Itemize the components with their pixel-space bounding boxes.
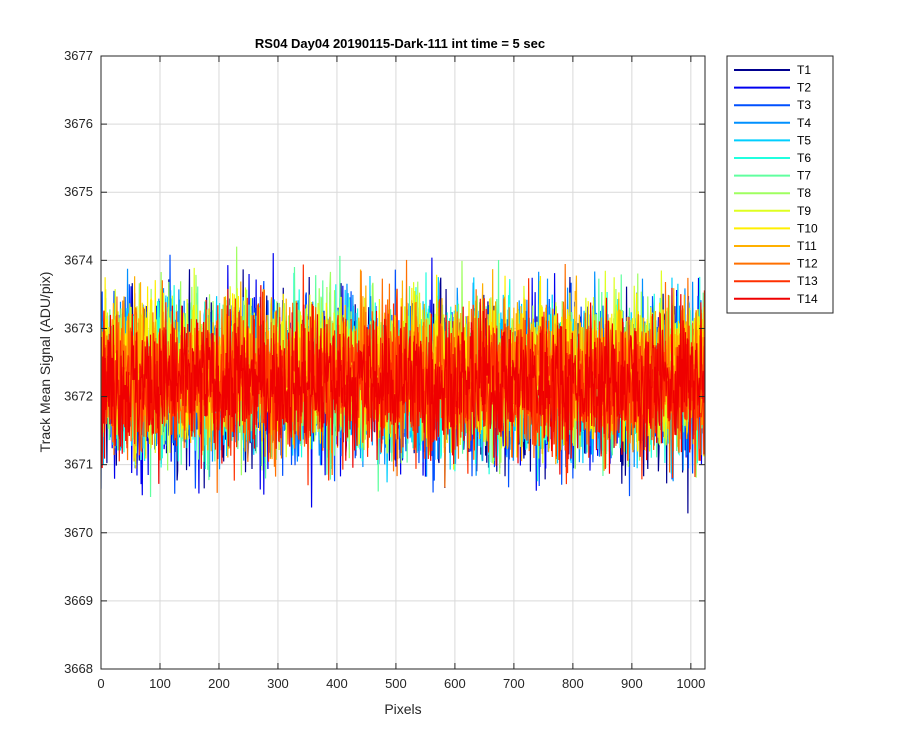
legend-label-T9: T9 bbox=[797, 204, 811, 218]
legend-label-T14: T14 bbox=[797, 292, 818, 306]
y-tick-label: 3669 bbox=[64, 593, 93, 608]
y-tick-label: 3676 bbox=[64, 116, 93, 131]
legend-label-T6: T6 bbox=[797, 151, 811, 165]
series-layer bbox=[101, 246, 705, 514]
x-tick-label: 100 bbox=[149, 676, 171, 691]
x-tick-label: 0 bbox=[97, 676, 104, 691]
legend-label-T12: T12 bbox=[797, 257, 818, 271]
x-axis-label: Pixels bbox=[384, 701, 421, 717]
x-tick-label: 500 bbox=[385, 676, 407, 691]
legend: T1 T2 T3 T4 T5 T6 T7 T8 T9 T10 T11 T12 T13 T14 bbox=[726, 55, 834, 314]
legend-label-T5: T5 bbox=[797, 133, 811, 147]
legend-label-T3: T3 bbox=[797, 98, 811, 112]
x-tick-label: 600 bbox=[444, 676, 466, 691]
x-tick-label: 800 bbox=[562, 676, 584, 691]
x-tick-label: 700 bbox=[503, 676, 525, 691]
x-tick-label: 400 bbox=[326, 676, 348, 691]
x-tick-label: 1000 bbox=[676, 676, 705, 691]
chart-title: RS04 Day04 20190115-Dark-111 int time = … bbox=[255, 36, 545, 51]
y-tick-label: 3675 bbox=[64, 184, 93, 199]
legend-label-T10: T10 bbox=[797, 221, 818, 235]
y-axis-label: Track Mean Signal (ADU/pix) bbox=[37, 272, 53, 453]
legend-label-T2: T2 bbox=[797, 81, 811, 95]
legend-label-T11: T11 bbox=[797, 239, 817, 253]
y-tick-label: 3671 bbox=[64, 457, 93, 472]
y-tick-label: 3677 bbox=[64, 48, 93, 63]
y-tick-label: 3672 bbox=[64, 389, 93, 404]
legend-label-T4: T4 bbox=[797, 116, 811, 130]
axis-ticks: 0 100 200 300 400 500 600 700 800 900 1000 3668 3669… bbox=[64, 48, 705, 691]
y-tick-label: 3673 bbox=[64, 320, 93, 335]
legend-label-T7: T7 bbox=[797, 169, 811, 183]
y-tick-label: 3668 bbox=[64, 661, 93, 676]
x-tick-label: 300 bbox=[267, 676, 289, 691]
y-tick-label: 3670 bbox=[64, 525, 93, 540]
plot-frame bbox=[100, 55, 706, 670]
legend-label-T1: T1 bbox=[797, 63, 811, 77]
series-line-T14 bbox=[101, 285, 705, 484]
x-tick-label: 900 bbox=[621, 676, 643, 691]
legend-box bbox=[726, 55, 834, 314]
x-tick-label: 200 bbox=[208, 676, 230, 691]
legend-label-T13: T13 bbox=[797, 274, 818, 288]
legend-label-T8: T8 bbox=[797, 186, 811, 200]
y-tick-label: 3674 bbox=[64, 252, 93, 267]
